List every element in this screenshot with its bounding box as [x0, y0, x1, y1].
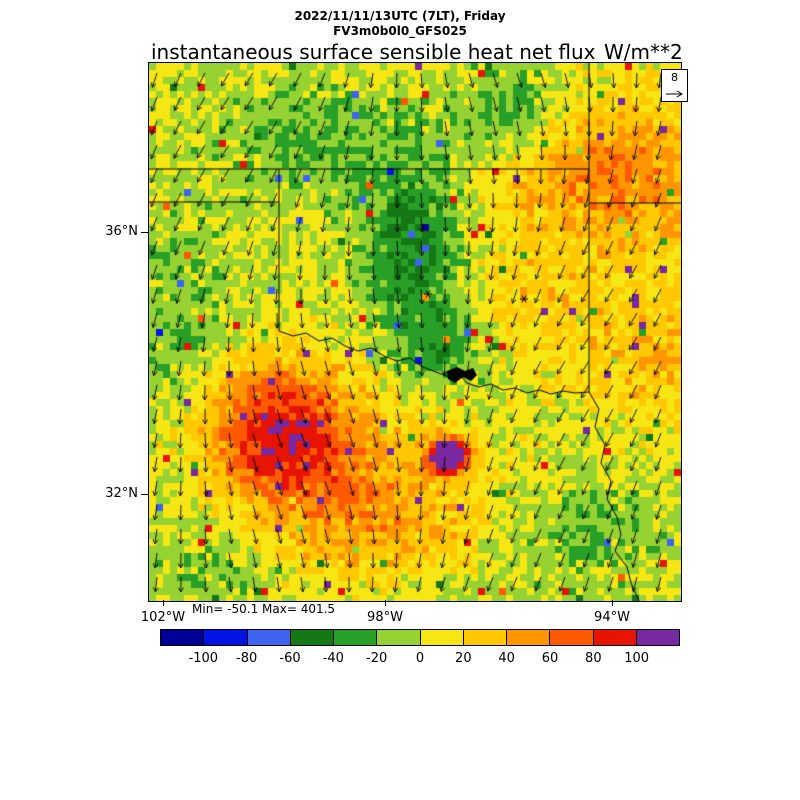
wind-reference-box: 8: [661, 69, 688, 102]
colorbar-label: 100: [624, 651, 650, 666]
plot-title: instantaneous surface sensible heat net …: [151, 40, 596, 64]
colorbar-segment: [507, 630, 551, 645]
lat-tick: [141, 232, 148, 233]
colorbar-segment: [247, 630, 291, 645]
colorbar-segment: [204, 630, 248, 645]
valid-time-header: 2022/11/11/13UTC (7LT), Friday: [294, 9, 506, 23]
colorbar-segment: [377, 630, 421, 645]
colorbar-segment: [290, 630, 334, 645]
model-name-header: FV3m0b0l0_GFS025: [333, 24, 467, 38]
min-max-stats: Min= -50.1 Max= 401.5: [192, 602, 336, 616]
colorbar-label: -100: [188, 651, 219, 666]
colorbar-label: -80: [236, 651, 258, 666]
colorbar-segment: [334, 630, 378, 645]
colorbar-segment: [161, 630, 205, 645]
lat-axis-label: 36°N: [105, 224, 138, 239]
lon-axis-label: 102°W: [140, 610, 186, 625]
colorbar-label: -40: [322, 651, 344, 666]
map-plot-area: [148, 62, 682, 602]
colorbar-label: 60: [541, 651, 559, 666]
colorbar-segment: [636, 630, 679, 645]
lat-axis-label: 32°N: [105, 486, 138, 501]
map-canvas: [149, 63, 681, 601]
colorbar-label: 0: [415, 651, 425, 666]
lon-tick: [385, 600, 386, 606]
lat-tick: [141, 494, 148, 495]
colorbar-segment: [420, 630, 464, 645]
colorbar-label: 20: [455, 651, 472, 666]
lon-axis-label: 94°W: [594, 610, 630, 625]
colorbar-label: -60: [279, 651, 301, 666]
lon-tick: [612, 600, 613, 606]
colorbar-segment: [463, 630, 507, 645]
colorbar-label: 80: [585, 651, 602, 666]
wind-reference-arrow-icon: [665, 90, 683, 98]
colorbar-label: 40: [498, 651, 515, 666]
lon-axis-label: 98°W: [367, 610, 403, 625]
colorbar-segment: [593, 630, 637, 645]
wind-reference-value: 8: [671, 71, 678, 84]
colorbar-segment: [550, 630, 594, 645]
colorbar: [160, 629, 680, 646]
lon-tick: [163, 600, 164, 606]
plot-units-label: W/m**2: [604, 40, 683, 64]
colorbar-label: -20: [366, 651, 388, 666]
